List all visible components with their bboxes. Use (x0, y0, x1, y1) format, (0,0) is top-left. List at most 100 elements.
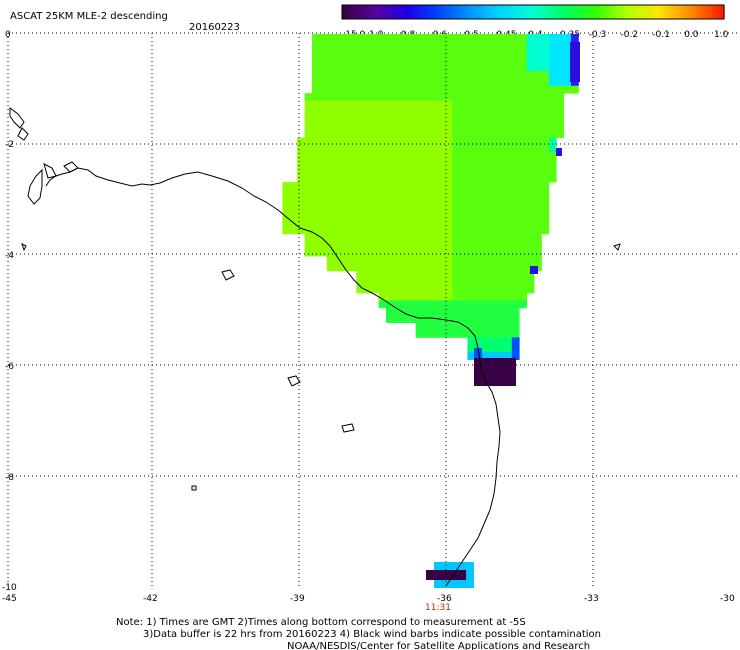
swath-pixel (326, 34, 335, 42)
swath-pixel (541, 196, 550, 205)
swath-pixel (526, 34, 535, 42)
swath-pixel (297, 211, 305, 220)
swath-pixel (334, 85, 342, 94)
swath-pixel (408, 41, 416, 50)
swath-pixel (437, 174, 446, 183)
swath-pixel (400, 226, 409, 235)
swath-pixel (467, 63, 476, 72)
swath-pixel (541, 152, 550, 161)
swath-pixel (371, 189, 379, 198)
swath-pixel (326, 189, 335, 198)
swath-pixel (319, 145, 328, 153)
swath-pixel (482, 71, 490, 79)
swath-pixel (511, 233, 520, 242)
swath-pixel (511, 100, 520, 109)
swath-pixel (363, 152, 372, 161)
swath-pixel (378, 248, 387, 257)
swath-pixel (341, 56, 350, 64)
swath-pixel (386, 34, 394, 42)
swath-pixel (341, 34, 350, 42)
swath-pixel (497, 219, 505, 227)
swath-pixel (371, 41, 379, 50)
swath-pixel (341, 137, 350, 146)
swath-pixel (511, 196, 520, 205)
swath-pixel (326, 137, 335, 146)
colorbar-segment (501, 5, 506, 19)
swath-pixel (356, 41, 365, 50)
swath-pixel (489, 182, 498, 190)
swath-pixel (408, 56, 416, 64)
swath-pixel (423, 219, 431, 227)
swath-pixel (489, 344, 498, 353)
swath-pixel (430, 115, 439, 124)
swath-pixel (534, 63, 542, 72)
colorbar-segment (529, 5, 534, 19)
swath-pixel (504, 241, 513, 249)
swath-pixel (430, 85, 439, 94)
swath-pixel (482, 256, 490, 264)
colorbar-segment (421, 5, 427, 19)
swath-pixel (437, 122, 446, 131)
swath-pixel (548, 130, 557, 138)
swath-pixel (304, 115, 313, 124)
swath-pixel (489, 307, 498, 316)
swath-pixel (445, 34, 453, 42)
swath-pixel (371, 226, 379, 235)
swath-pixel (326, 174, 335, 183)
swath-pixel (541, 56, 550, 64)
swath-pixel (393, 248, 402, 257)
swath-pixel (526, 159, 535, 168)
swath-pixel (378, 145, 387, 153)
swath-pixel (437, 270, 446, 279)
swath-pixel (467, 241, 476, 249)
y-tick-label: 0 (5, 30, 11, 40)
swath-pixel (326, 56, 335, 64)
swath-pixel (511, 78, 520, 87)
swath-pixel (400, 196, 409, 205)
swath-pixel (556, 63, 564, 72)
swath-pixel (511, 322, 520, 331)
swath-pixel (489, 93, 498, 101)
swath-pixel (334, 219, 342, 227)
swath-pixel (504, 48, 513, 57)
swath-pixel (452, 233, 461, 242)
swath-pixel (282, 219, 291, 227)
swath-pixel (408, 189, 416, 198)
swath-pixel (415, 263, 424, 272)
swath-pixel (519, 115, 527, 124)
swath-pixel (304, 167, 313, 175)
swath-pixel (423, 300, 431, 309)
swath-pixel (378, 241, 387, 249)
swath-pixel (556, 122, 564, 131)
swath-pixel (460, 233, 468, 242)
colorbar-segment (620, 5, 626, 19)
footer-credit: NOAA/NESDIS/Center for Satellite Applica… (287, 641, 590, 650)
swath-pixel (437, 71, 446, 79)
swath-pixel (363, 219, 372, 227)
swath-pixel (378, 137, 387, 146)
swath-pixel (415, 219, 424, 227)
swath-pixel (400, 152, 409, 161)
swath-pixel (452, 93, 461, 101)
swath-pixel (489, 48, 498, 57)
swath-pixel (482, 145, 490, 153)
swath-pixel (393, 307, 402, 316)
swath-pixel (570, 42, 580, 82)
swath-pixel (460, 226, 468, 235)
swath-pixel (511, 248, 520, 257)
swath-pixel (541, 167, 550, 175)
swath-pixel (497, 85, 505, 94)
swath-pixel (452, 174, 461, 183)
swath-pixel (415, 48, 424, 57)
swath-pixel (437, 34, 446, 42)
swath-pixel (326, 122, 335, 131)
swath-pixel (378, 174, 387, 183)
colorbar-segment (517, 5, 522, 19)
swath-pixel (548, 56, 557, 64)
swath-pixel (452, 122, 461, 131)
colorbar-segment (704, 5, 709, 19)
swath-pixel (400, 315, 409, 323)
swath-pixel (356, 108, 365, 116)
swath-pixel (356, 85, 365, 94)
swath-pixel (497, 182, 505, 190)
